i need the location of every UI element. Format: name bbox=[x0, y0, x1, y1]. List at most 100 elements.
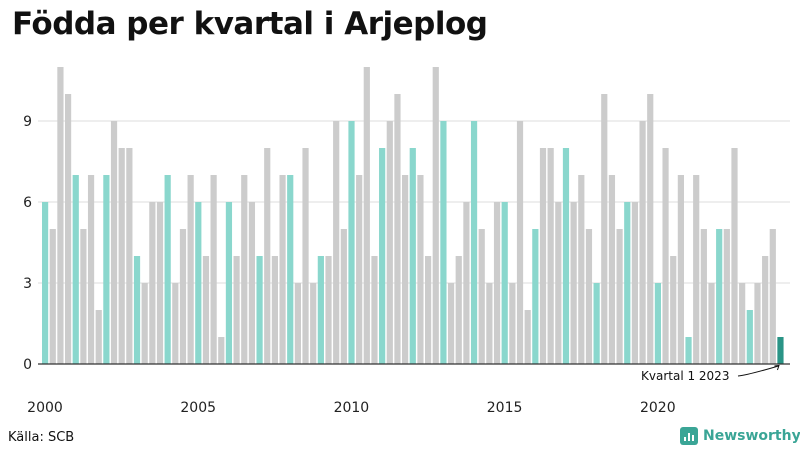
bar bbox=[739, 283, 746, 364]
bar bbox=[156, 202, 164, 364]
bar bbox=[363, 67, 370, 364]
brand-logo: Newsworthy bbox=[680, 427, 800, 445]
bar bbox=[394, 94, 401, 364]
bar bbox=[386, 121, 393, 364]
bar bbox=[585, 229, 593, 364]
source-label: Källa: SCB bbox=[8, 430, 75, 445]
bar bbox=[478, 229, 485, 364]
y-tick-label: 9 bbox=[23, 114, 32, 130]
y-tick-labels: 0 3 6 9 bbox=[23, 114, 32, 373]
bar bbox=[769, 229, 776, 364]
bar bbox=[325, 256, 332, 364]
bar bbox=[501, 202, 508, 364]
brand-name: Newsworthy bbox=[703, 428, 800, 444]
bar bbox=[562, 148, 570, 364]
bar bbox=[103, 175, 110, 364]
bar bbox=[317, 256, 324, 364]
bar bbox=[202, 256, 210, 364]
bar bbox=[195, 202, 202, 364]
bar bbox=[333, 121, 340, 364]
bar bbox=[654, 283, 661, 364]
bar bbox=[746, 310, 753, 364]
bar bbox=[310, 283, 317, 364]
y-tick-label: 6 bbox=[23, 195, 32, 211]
bar bbox=[57, 67, 64, 364]
bar bbox=[164, 175, 171, 364]
bar bbox=[593, 283, 600, 364]
bar bbox=[463, 202, 470, 364]
bar bbox=[578, 175, 585, 364]
bar bbox=[409, 148, 416, 364]
bar bbox=[716, 229, 723, 364]
bar bbox=[532, 229, 539, 364]
bar bbox=[693, 175, 700, 364]
bar bbox=[80, 229, 87, 364]
bar bbox=[248, 202, 256, 364]
bar bbox=[118, 148, 125, 364]
bar bbox=[647, 94, 654, 364]
bar bbox=[516, 121, 524, 364]
bar bbox=[49, 229, 56, 364]
y-tick-label: 0 bbox=[23, 357, 32, 373]
y-tick-label: 3 bbox=[23, 276, 32, 292]
bar bbox=[218, 337, 225, 364]
bar bbox=[570, 202, 577, 364]
bar bbox=[371, 256, 378, 364]
bar bbox=[708, 283, 715, 364]
bar bbox=[539, 148, 547, 364]
bar bbox=[348, 121, 355, 364]
bar bbox=[271, 256, 278, 364]
bar bbox=[662, 148, 669, 364]
bar bbox=[631, 202, 639, 364]
bar bbox=[723, 229, 730, 364]
annotation-arrow bbox=[737, 365, 779, 377]
bar bbox=[601, 94, 608, 364]
bar bbox=[616, 229, 623, 364]
bar bbox=[731, 148, 738, 364]
bar bbox=[279, 175, 286, 364]
bar bbox=[149, 202, 156, 364]
bar bbox=[64, 94, 72, 364]
bar bbox=[777, 337, 784, 364]
bar bbox=[470, 121, 478, 364]
bar bbox=[455, 256, 462, 364]
bar bbox=[126, 148, 133, 364]
x-tick-label: 2000 bbox=[27, 400, 63, 416]
bar bbox=[187, 175, 194, 364]
bar bbox=[762, 256, 769, 364]
x-tick-label: 2020 bbox=[640, 400, 676, 416]
bar bbox=[685, 337, 692, 364]
bar bbox=[294, 283, 301, 364]
bars bbox=[42, 67, 784, 364]
bar bbox=[141, 283, 148, 364]
annotation: Kvartal 1 2023 bbox=[641, 364, 780, 383]
bar bbox=[402, 175, 409, 364]
bar bbox=[432, 67, 439, 364]
bar bbox=[340, 229, 347, 364]
bar bbox=[72, 175, 79, 364]
bar bbox=[225, 202, 233, 364]
annotation-label: Kvartal 1 2023 bbox=[641, 369, 729, 383]
bar bbox=[509, 283, 516, 364]
bar bbox=[624, 202, 631, 364]
bar bbox=[172, 283, 179, 364]
bar bbox=[425, 256, 432, 364]
bar bbox=[42, 202, 49, 364]
bar bbox=[700, 229, 707, 364]
bar bbox=[110, 121, 118, 364]
bar bbox=[555, 202, 562, 364]
x-tick-label: 2005 bbox=[180, 400, 216, 416]
bar bbox=[493, 202, 501, 364]
bar bbox=[440, 121, 447, 364]
bar-chart-logo-icon bbox=[680, 427, 698, 445]
bar bbox=[379, 148, 386, 364]
bar bbox=[524, 310, 531, 364]
bar bbox=[677, 175, 684, 364]
bar bbox=[639, 121, 646, 364]
bar bbox=[264, 148, 271, 364]
bar bbox=[95, 310, 102, 364]
bar bbox=[210, 175, 217, 364]
bar bbox=[233, 256, 240, 364]
x-tick-label: 2015 bbox=[487, 400, 523, 416]
